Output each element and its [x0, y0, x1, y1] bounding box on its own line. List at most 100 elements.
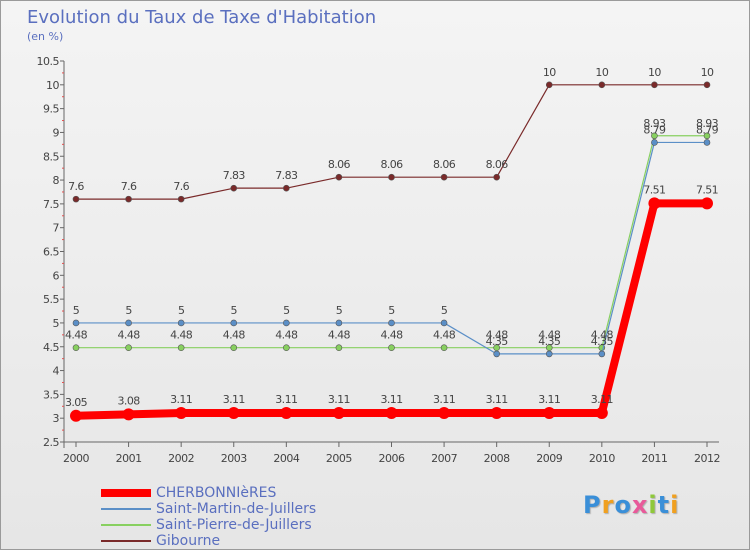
data-label: 4.48 — [223, 329, 246, 342]
legend-label: Gibourne — [156, 533, 221, 549]
legend-label: Saint-Pierre-de-Juillers — [156, 517, 312, 533]
data-label: 10 — [595, 66, 608, 79]
data-label: 10 — [701, 66, 714, 79]
data-label: 8.06 — [380, 158, 403, 171]
data-point — [388, 173, 395, 181]
data-label: 8.79 — [696, 123, 719, 136]
legend-swatch — [101, 508, 151, 510]
x-tick-label: 2003 — [221, 452, 247, 465]
data-point — [703, 139, 711, 146]
legend-item: CHERBONNIèRES — [101, 485, 276, 501]
data-label: 8.06 — [433, 158, 456, 171]
data-point — [438, 406, 451, 419]
x-tick-label: 2001 — [116, 452, 142, 465]
data-point — [490, 406, 503, 419]
logo-letter: i — [670, 491, 680, 519]
y-tick-label: 4.5 — [43, 341, 59, 354]
data-point — [648, 197, 661, 210]
x-tick-label: 2012 — [694, 452, 720, 465]
y-tick-label: 8 — [53, 174, 60, 187]
y-tick-label: 10.5 — [37, 55, 60, 68]
data-point — [227, 406, 240, 419]
data-label: 7.51 — [696, 183, 718, 196]
x-tick-label: 2009 — [536, 452, 562, 465]
data-label: 7.51 — [643, 183, 665, 196]
data-point — [230, 319, 238, 327]
data-label: 5 — [283, 304, 290, 317]
data-label: 4.48 — [591, 329, 614, 342]
data-point — [545, 81, 553, 89]
x-tick-label: 2008 — [484, 452, 510, 465]
data-label: 5 — [178, 304, 185, 317]
data-point — [283, 319, 290, 327]
data-label: 3.11 — [433, 393, 455, 406]
data-point — [125, 319, 132, 327]
data-point — [125, 344, 132, 352]
legend-item: Saint-Martin-de-Juillers — [101, 501, 316, 517]
data-label: 5 — [231, 304, 238, 317]
data-point — [125, 195, 132, 203]
data-point — [122, 408, 135, 421]
data-label: 8.93 — [643, 117, 666, 130]
y-tick-label: 8.5 — [43, 150, 59, 163]
y-tick-label: 6 — [53, 269, 60, 282]
logo-letter: P — [583, 491, 602, 519]
data-label: 3.11 — [591, 393, 613, 406]
data-label: 4.48 — [65, 329, 88, 342]
data-point — [72, 195, 80, 203]
x-tick-label: 2007 — [431, 452, 457, 465]
data-point — [385, 406, 398, 419]
data-label: 10 — [543, 66, 556, 79]
data-point — [283, 184, 290, 192]
y-tick-label: 5.5 — [43, 293, 59, 306]
data-label: 3.11 — [223, 393, 245, 406]
data-point — [332, 406, 345, 419]
data-point — [70, 409, 82, 422]
data-label: 5 — [73, 304, 80, 317]
data-label: 5 — [441, 304, 448, 317]
data-label: 3.08 — [118, 394, 141, 407]
data-point — [175, 406, 188, 419]
data-point — [335, 344, 343, 352]
data-point — [598, 81, 606, 89]
data-point — [177, 319, 185, 327]
data-label: 7.83 — [223, 169, 246, 182]
data-point — [388, 344, 395, 352]
x-tick-label: 2005 — [326, 452, 352, 465]
data-label: 8.06 — [328, 158, 351, 171]
data-point — [177, 344, 185, 352]
data-label: 7.6 — [121, 180, 137, 193]
x-tick-label: 2006 — [379, 452, 405, 465]
data-label: 8.06 — [486, 158, 509, 171]
data-point — [651, 81, 658, 89]
chart-title: Evolution du Taux de Taxe d'Habitation — [27, 7, 377, 28]
data-point — [651, 139, 658, 146]
logo-letter: r — [601, 491, 615, 519]
x-tick-label: 2010 — [589, 452, 615, 465]
y-tick-label: 2.5 — [43, 436, 59, 449]
data-point — [230, 344, 238, 352]
legend-swatch — [101, 524, 151, 526]
data-label: 7.83 — [275, 169, 298, 182]
data-label: 8.79 — [643, 123, 666, 136]
data-label: 3.11 — [380, 393, 402, 406]
data-label: 3.11 — [328, 393, 350, 406]
data-label: 3.11 — [170, 393, 192, 406]
proxiti-logo: Proxiti — [583, 491, 679, 519]
data-point — [703, 132, 711, 140]
legend-item: Gibourne — [101, 533, 220, 549]
logo-letter: o — [614, 491, 632, 519]
y-tick-label: 9 — [53, 126, 60, 139]
data-label: 4.48 — [433, 329, 456, 342]
logo-letter: x — [631, 491, 649, 519]
y-tick-label: 7 — [53, 222, 60, 235]
data-point — [72, 319, 80, 327]
data-point — [440, 319, 448, 327]
x-tick-label: 2004 — [273, 452, 299, 465]
x-tick-label: 2011 — [641, 452, 667, 465]
data-label: 4.35 — [486, 335, 509, 348]
data-point — [280, 406, 293, 419]
data-point — [440, 173, 448, 181]
data-label: 4.35 — [591, 335, 614, 348]
